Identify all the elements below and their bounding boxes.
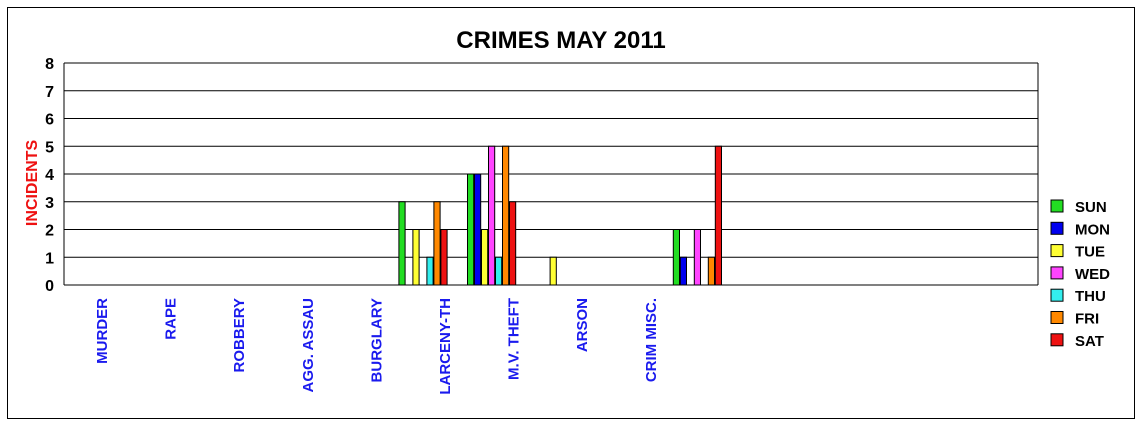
bar-wed bbox=[488, 145, 496, 286]
y-tick-label: 7 bbox=[45, 84, 54, 101]
legend-label: SAT bbox=[1075, 333, 1104, 350]
y-tick-label: 8 bbox=[45, 56, 54, 73]
bars bbox=[398, 145, 722, 286]
category-label: ARSON bbox=[574, 298, 591, 352]
bar-fri bbox=[707, 256, 715, 286]
legend-label: SUN bbox=[1075, 199, 1107, 216]
bar-thu bbox=[426, 256, 434, 286]
legend: SUN MON TUE WED THU FRI SAT bbox=[1050, 199, 1110, 350]
bar-tue bbox=[412, 229, 420, 286]
category-label: LARCENY-TH bbox=[437, 298, 454, 395]
chart-frame: CRIMES MAY 2011 INCIDENTS 0 1 2 3 4 5 6 7 8 MURD… bbox=[7, 7, 1135, 419]
y-tick-label: 0 bbox=[45, 278, 54, 295]
category-labels: MURDER RAPE ROBBERY AGG. ASSAU BURGLARY LARCE… bbox=[94, 298, 660, 395]
legend-swatch-thu bbox=[1050, 288, 1064, 302]
legend-swatch-sun bbox=[1050, 199, 1064, 213]
category-label: M.V. THEFT bbox=[506, 298, 523, 380]
category-label: BURGLARY bbox=[368, 298, 385, 382]
y-tick-label: 2 bbox=[45, 223, 54, 240]
y-axis-label: INCIDENTS bbox=[24, 140, 41, 227]
y-tick-label: 6 bbox=[45, 112, 54, 129]
bar-tue bbox=[481, 229, 489, 286]
legend-label: WED bbox=[1075, 266, 1110, 283]
y-axis-ticks: 0 1 2 3 4 5 6 7 8 bbox=[45, 56, 54, 295]
bar-sun bbox=[398, 201, 406, 286]
bar-sat bbox=[509, 201, 517, 286]
bar-sat bbox=[714, 145, 722, 286]
category-label: MURDER bbox=[94, 298, 111, 364]
y-tick-label: 5 bbox=[45, 139, 54, 156]
bar-wed bbox=[693, 229, 701, 286]
legend-swatch-tue bbox=[1050, 244, 1064, 258]
legend-swatch-wed bbox=[1050, 266, 1064, 280]
category-label: CRIM MISC. bbox=[643, 298, 660, 382]
legend-swatch-sat bbox=[1050, 333, 1064, 347]
y-tick-label: 4 bbox=[45, 167, 54, 184]
grid-lines bbox=[63, 62, 1039, 286]
bar-mon bbox=[474, 173, 482, 286]
y-tick-label: 3 bbox=[45, 195, 54, 212]
category-label: RAPE bbox=[163, 298, 180, 340]
bar-sun bbox=[672, 229, 680, 286]
legend-label: FRI bbox=[1075, 311, 1099, 328]
bar-sun bbox=[467, 173, 475, 286]
legend-label: TUE bbox=[1075, 244, 1105, 261]
y-tick-label: 1 bbox=[45, 250, 54, 267]
bar-fri bbox=[433, 201, 441, 286]
legend-swatch-mon bbox=[1050, 221, 1064, 235]
bar-tue bbox=[549, 256, 557, 286]
category-label: AGG. ASSAU bbox=[300, 298, 317, 392]
category-label: ROBBERY bbox=[231, 298, 248, 372]
chart-title: CRIMES MAY 2011 bbox=[456, 27, 665, 54]
bar-mon bbox=[679, 256, 687, 286]
legend-swatch-fri bbox=[1050, 311, 1064, 324]
bar-sat bbox=[440, 229, 448, 286]
bar-thu bbox=[495, 256, 503, 286]
legend-label: THU bbox=[1075, 288, 1106, 305]
legend-label: MON bbox=[1075, 221, 1110, 238]
bar-fri bbox=[502, 145, 510, 286]
bar-chart: CRIMES MAY 2011 INCIDENTS 0 1 2 3 4 5 6 7 8 MURD… bbox=[24, 27, 1110, 395]
